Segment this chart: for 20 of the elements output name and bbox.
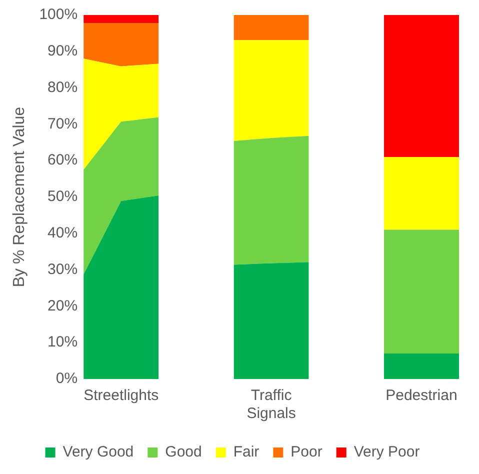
y-tick-label: 30% bbox=[48, 260, 78, 278]
y-tick-label: 60% bbox=[48, 152, 78, 169]
y-tick-label: 80% bbox=[48, 78, 78, 96]
y-tick-label: 20% bbox=[48, 297, 78, 314]
y-tick-label: 50% bbox=[48, 188, 78, 206]
x-tick-label: Pedestrian bbox=[386, 387, 458, 404]
y-tick-label: 10% bbox=[48, 334, 78, 351]
y-tick-label: 70% bbox=[48, 115, 78, 132]
x-tick-label: Traffic Signals bbox=[246, 387, 296, 422]
y-tick-label: 40% bbox=[48, 224, 78, 242]
legend-label: Very Poor bbox=[354, 444, 420, 461]
legend-label: Poor bbox=[290, 444, 322, 461]
y-tick-label: 90% bbox=[48, 42, 78, 60]
x-tick-label: Streetlights bbox=[84, 387, 159, 404]
y-tick-label: 0% bbox=[56, 370, 78, 388]
legend-label: Fair bbox=[233, 444, 260, 461]
y-tick-label: 100% bbox=[39, 6, 78, 24]
legend-label: Very Good bbox=[62, 444, 134, 461]
legend-label: Good bbox=[165, 444, 202, 461]
y-axis-title: By % Replacement Value bbox=[11, 106, 28, 288]
